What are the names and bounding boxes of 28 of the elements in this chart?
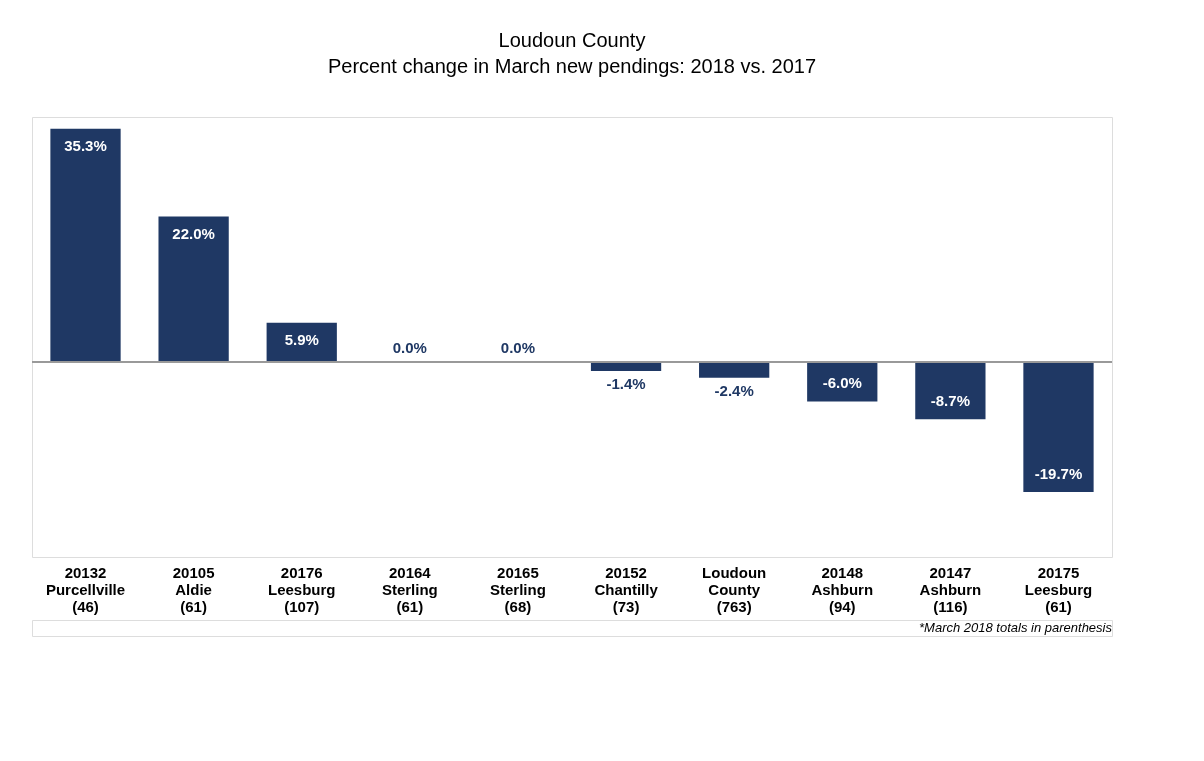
x-tick-label: 20152 Chantilly (73)	[594, 563, 659, 615]
chart-subtitle: Percent change in March new pendings: 2018 vs. 2017	[327, 54, 817, 77]
x-tick-label: 20165 Sterling (68)	[490, 563, 546, 615]
bar	[1023, 361, 1094, 492]
data-label: -19.7%	[1034, 464, 1083, 482]
data-label: 22.0%	[172, 224, 215, 242]
data-label: -2.4%	[714, 381, 754, 399]
data-label: 35.3%	[64, 136, 107, 154]
data-label: 0.0%	[500, 338, 536, 356]
bar	[158, 216, 229, 362]
x-tick-label: 20132 Purcellville (46)	[45, 563, 126, 615]
bar	[50, 128, 121, 362]
x-tick-label: 20105 Aldie (61)	[172, 563, 215, 615]
bar	[699, 361, 770, 378]
x-tick-label: 20176 Leesburg (107)	[267, 563, 336, 615]
x-tick-label: 20147 Ashburn (116)	[919, 563, 982, 615]
chart-title: Loudoun County	[498, 28, 646, 51]
data-label: 5.9%	[284, 330, 319, 348]
data-label: -8.7%	[930, 392, 970, 410]
x-tick-label: 20148 Ashburn (94)	[811, 563, 874, 615]
x-tick-label: 20164 Sterling (61)	[381, 563, 438, 615]
data-label: 0.0%	[392, 338, 427, 356]
text: *March 2018 totals in parenthesis	[919, 620, 1113, 635]
x-tick-label: Loudoun County (763)	[702, 563, 767, 615]
data-label: -6.0%	[822, 374, 862, 392]
x-tick-label: 20175 Leesburg (61)	[1024, 563, 1093, 615]
bar	[915, 361, 986, 420]
data-label: -1.4%	[606, 375, 646, 393]
